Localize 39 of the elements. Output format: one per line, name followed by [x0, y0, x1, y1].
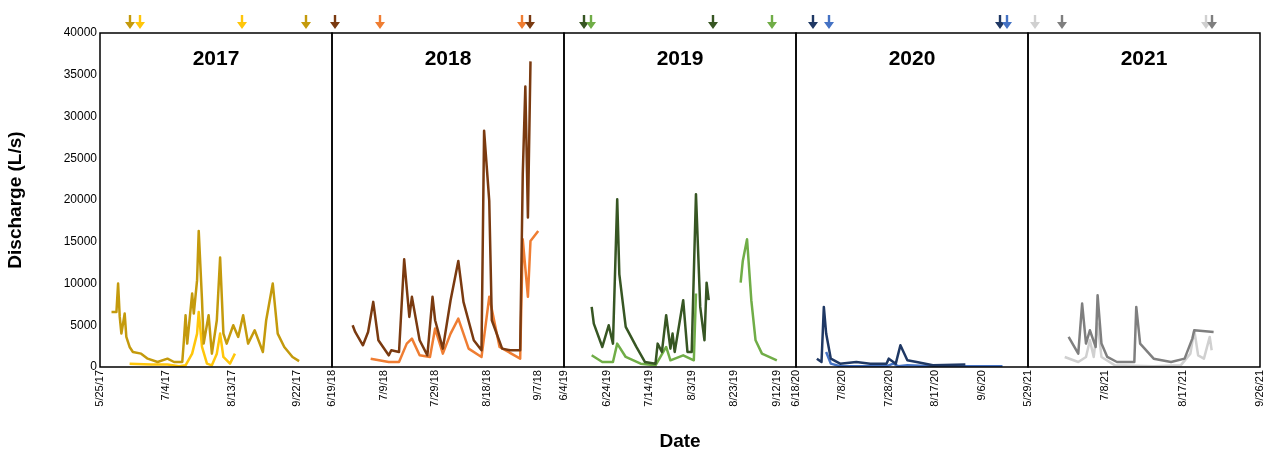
- text: 2021: [1120, 45, 1168, 69]
- x-tick-label: 9/7/18: [531, 370, 544, 401]
- y-tick-label: 35000: [63, 67, 98, 82]
- text: 2019: [656, 45, 704, 69]
- y-tick-label: 15000: [63, 234, 98, 249]
- x-tick-label: 7/8/21: [1098, 370, 1111, 401]
- x-tick-label: 6/4/19: [557, 370, 570, 401]
- y-axis-title: Discharge (L/s): [3, 131, 25, 269]
- x-tick-label: 8/23/19: [727, 370, 740, 407]
- x-tick-label: 9/12/19: [769, 370, 782, 407]
- x-tick-label: 7/14/19: [642, 370, 655, 407]
- y-tick-label: 20000: [63, 192, 98, 207]
- x-tick-label: 7/8/20: [835, 370, 848, 401]
- x-tick-label: 5/29/21: [1021, 370, 1034, 407]
- x-tick-label: 8/3/19: [684, 370, 697, 401]
- x-axis-title: Date: [659, 429, 701, 451]
- y-tick-label: 40000: [63, 25, 98, 40]
- x-tick-label: 8/17/21: [1175, 370, 1188, 407]
- y-tick-label: 25000: [63, 150, 98, 165]
- x-tick-label: 7/29/18: [428, 370, 441, 407]
- x-tick-label: 9/22/17: [290, 370, 303, 407]
- y-tick-label: 30000: [63, 108, 98, 123]
- x-tick-label: 6/19/18: [325, 370, 338, 407]
- x-tick-label: 6/18/20: [789, 370, 802, 407]
- x-tick-label: 8/13/17: [224, 370, 237, 407]
- text: 2020: [888, 45, 936, 69]
- x-tick-label: 9/26/21: [1253, 370, 1266, 407]
- x-tick-label: 7/9/18: [376, 370, 389, 401]
- text: 2018: [424, 45, 472, 69]
- x-tick-label: 8/18/18: [479, 370, 492, 407]
- x-tick-label: 8/17/20: [928, 370, 941, 407]
- x-tick-label: 9/6/20: [974, 370, 987, 401]
- y-tick-label: 10000: [63, 275, 98, 290]
- x-tick-label: 7/28/20: [881, 370, 894, 407]
- x-tick-label: 7/4/17: [158, 370, 171, 401]
- text: 2017: [192, 45, 240, 69]
- y-tick-label: 5000: [70, 317, 98, 332]
- x-tick-label: 6/24/19: [599, 370, 612, 407]
- x-tick-label: 5/25/17: [93, 370, 106, 407]
